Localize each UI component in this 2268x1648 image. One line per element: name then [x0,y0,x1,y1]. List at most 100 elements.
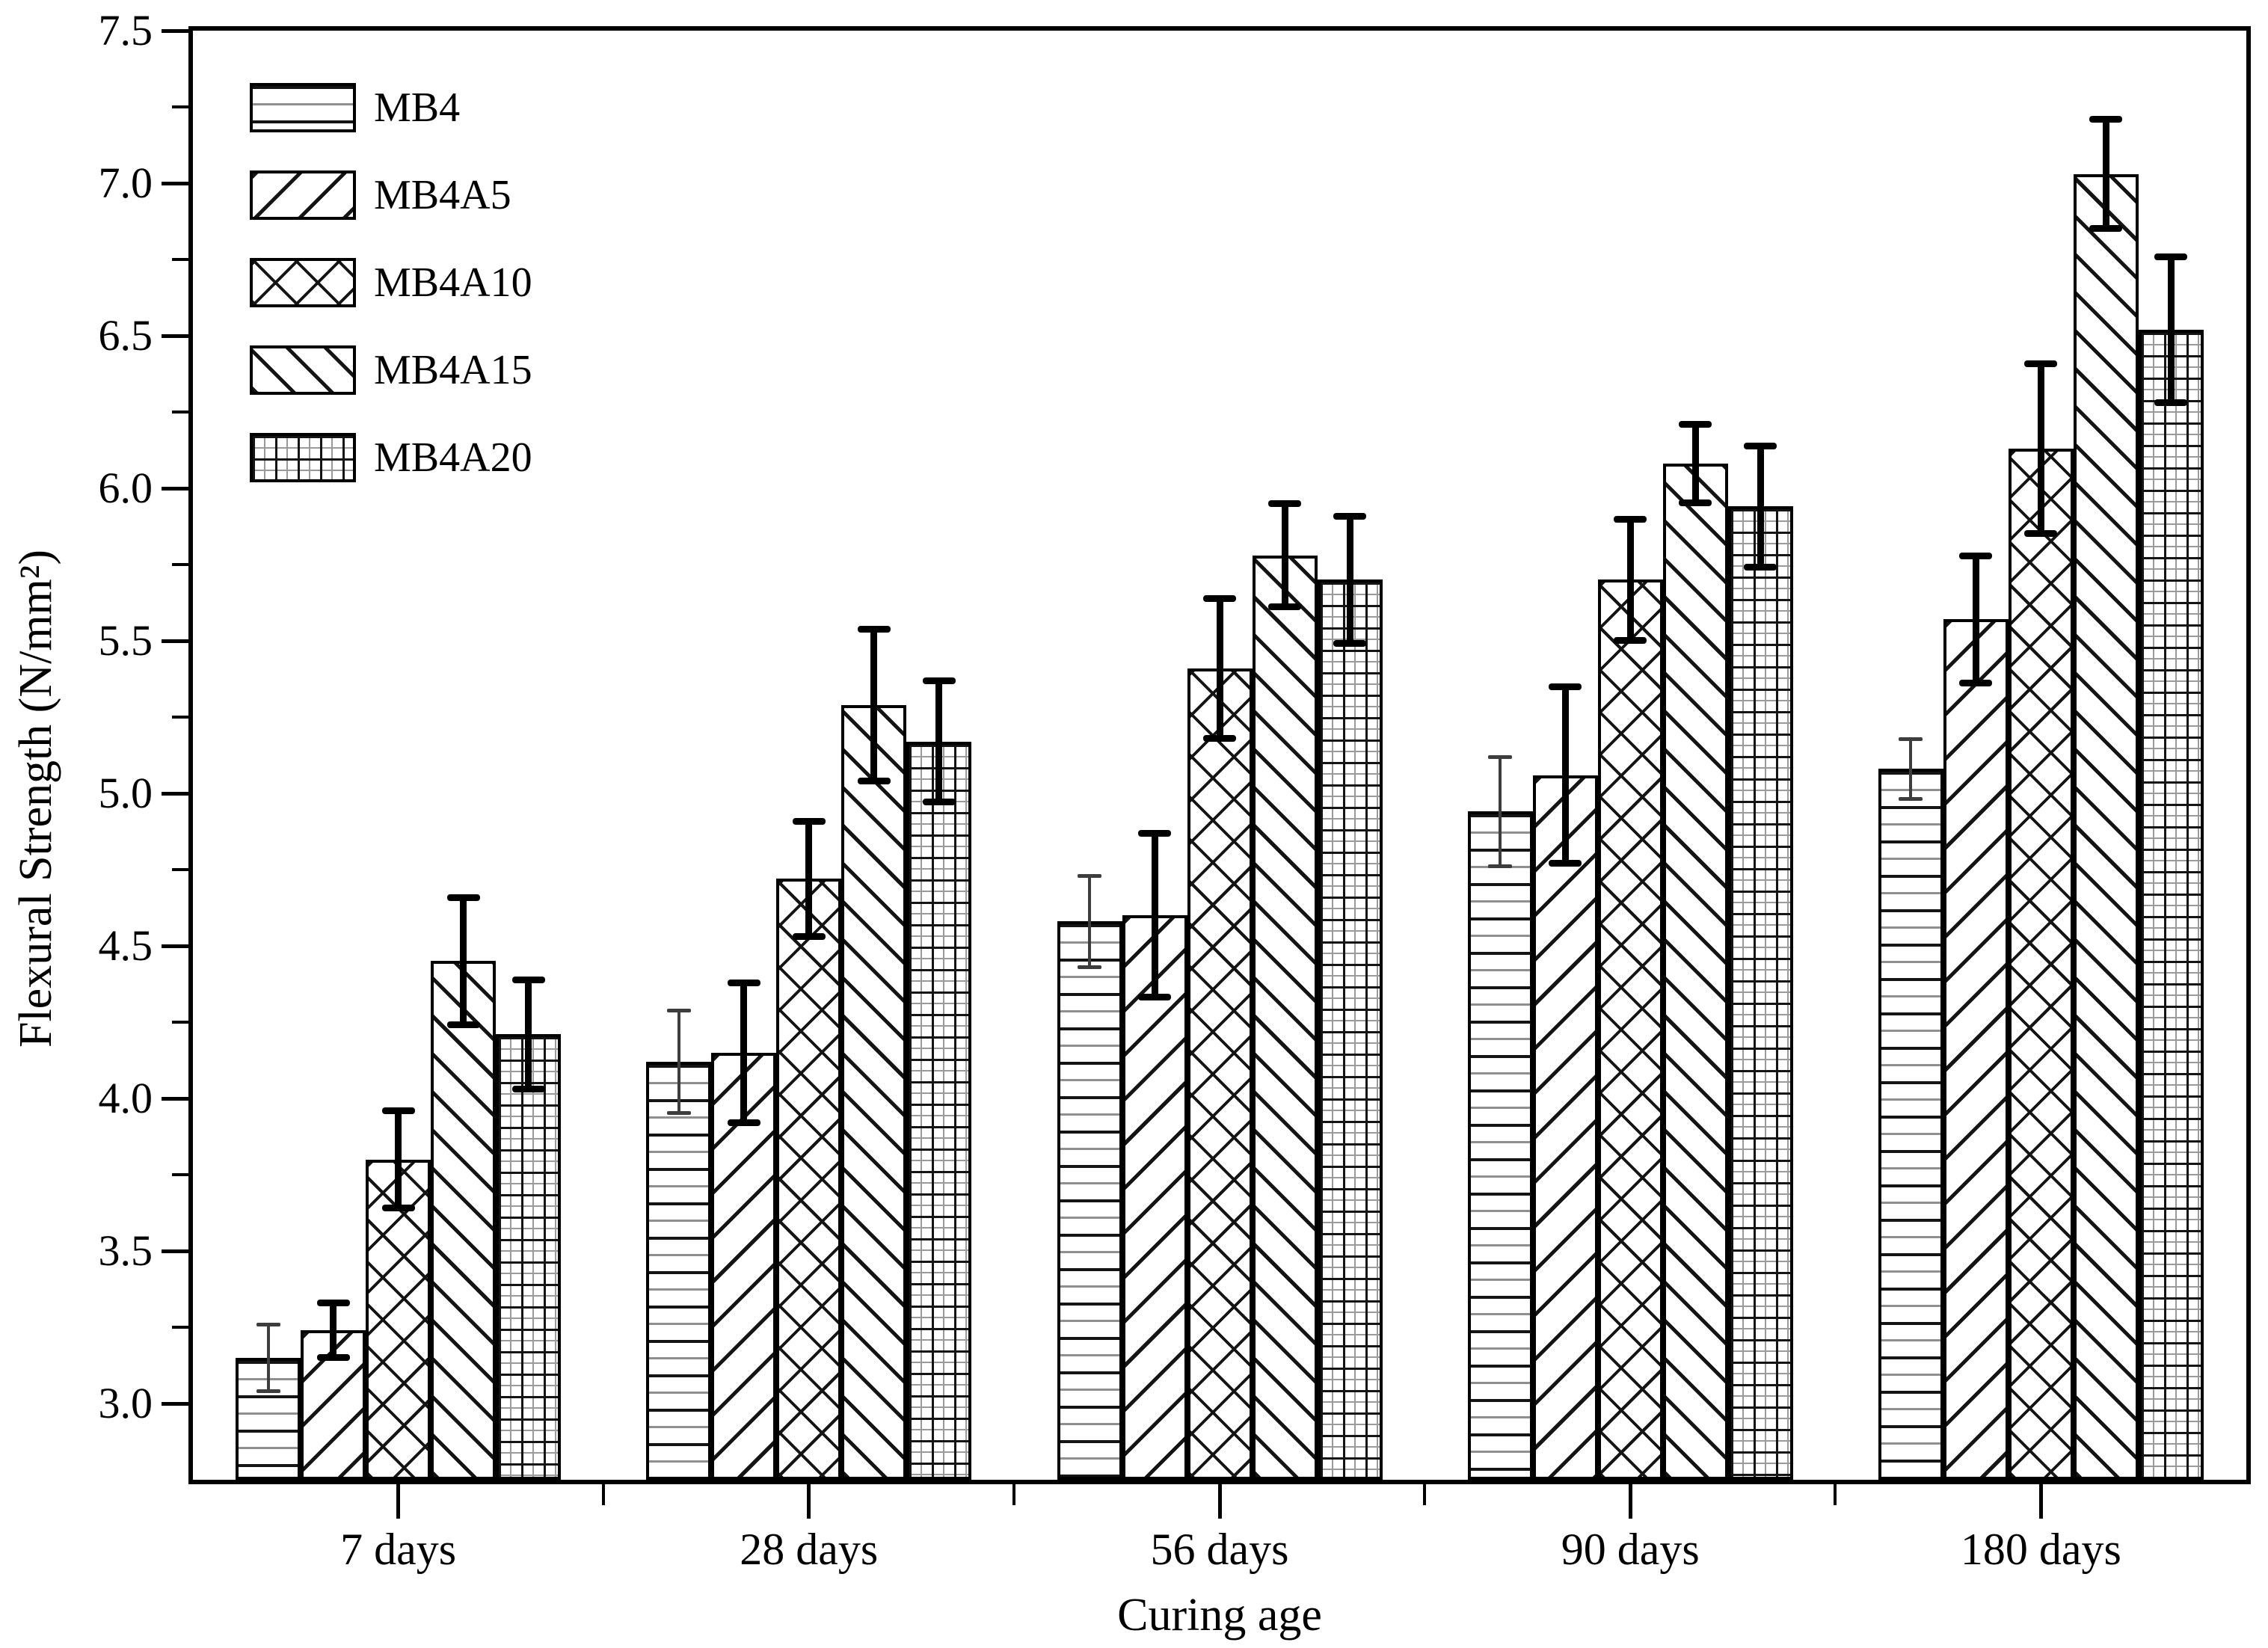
error-bar-top-cap [922,677,956,685]
y-minor-tick-7.25 [172,105,188,108]
x-major-tick-28-days [807,1484,811,1519]
error-bar-MB4-180-days [1899,737,1923,802]
error-bar-MB4A15-90-days [1679,421,1712,507]
error-bar-MB4A20-56-days [1333,512,1366,648]
error-bar-top-cap [1333,512,1366,520]
error-bar-bottom-cap [1744,564,1777,571]
error-bar-top-cap [381,1107,415,1115]
error-bar-top-cap [2154,253,2188,260]
error-bar-MB4A20-180-days [2154,253,2188,406]
y-minor-tick-5.25 [172,716,188,719]
bar-MB4A15-28-days [841,704,907,1480]
x-major-tick-90-days [1628,1484,1632,1519]
y-major-tick-6.0 [162,486,188,491]
bar-MB4A20-56-days [1317,579,1383,1480]
error-bar-bottom-cap [2089,225,2123,233]
error-bar-top-cap [316,1300,350,1307]
y-tick-label-6.5: 6.5 [98,311,153,360]
error-bar-MB4A10-28-days [792,817,826,940]
x-major-tick-180-days [2038,1484,2043,1519]
y-tick-label-4.5: 4.5 [98,921,153,970]
error-bar-bottom-cap [446,1021,480,1029]
legend-item-MB4: MB4 [250,83,532,132]
error-bar-stem [1346,515,1353,645]
error-bar-MB4A5-28-days [727,979,760,1126]
error-bar-stem [1691,424,1699,504]
error-bar-stem [395,1110,402,1208]
error-bar-MB4A20-28-days [922,677,956,806]
legend-item-MB4A20: MB4A20 [250,433,532,482]
x-minor-tick-boundary-4 [1834,1484,1837,1505]
error-bar-stem [935,680,943,803]
error-bar-top-cap [1549,683,1582,691]
y-major-tick-3.0 [162,1401,188,1406]
x-axis-title: Curing age [1117,1590,1322,1641]
error-bar-bottom-cap [511,1085,545,1092]
error-bar-top-cap [1268,500,1301,508]
error-bar-bottom-cap [1333,640,1366,648]
error-bar-MB4A15-7-days [446,894,480,1029]
legend-swatch-MB4A10 [250,258,356,307]
error-bar-top-cap [1899,737,1923,741]
error-bar-top-cap [1078,874,1101,879]
error-bar-MB4A5-56-days [1138,830,1171,1001]
bar-MB4A5-180-days [1943,619,2009,1480]
error-bar-bottom-cap [857,777,891,784]
bar-MB4-56-days [1057,921,1122,1480]
error-bar-bottom-cap [1549,859,1582,867]
y-major-tick-4.0 [162,1096,188,1101]
error-bar-MB4A5-180-days [1959,552,1993,687]
error-bar-stem [1281,503,1288,608]
y-minor-tick-5.75 [172,563,188,566]
error-bar-bottom-cap [1959,680,1993,687]
error-bar-MB4A15-180-days [2089,116,2123,233]
error-bar-stem [1088,876,1091,968]
error-bar-MB4A5-90-days [1549,683,1582,867]
error-bar-bottom-cap [256,1389,280,1393]
bar-MB4A15-90-days [1662,464,1728,1480]
error-bar-stem [1499,757,1502,867]
error-bar-MB4A20-7-days [511,976,545,1092]
error-bar-MB4A10-180-days [2024,360,2058,538]
error-bar-bottom-cap [922,799,956,806]
legend-label-MB4A20: MB4A20 [374,434,532,481]
error-bar-stem [1216,597,1223,739]
error-bar-stem [1151,833,1158,998]
error-bar-bottom-cap [316,1353,350,1361]
legend: MB4 MB4A5 MB4A10 MB4A15 MB4A20 [250,83,532,482]
x-tick-label-90-days: 90 days [1561,1525,1700,1574]
error-bar-stem [1757,445,1764,568]
y-tick-label-3.0: 3.0 [98,1379,153,1427]
error-bar-stem [266,1323,270,1392]
error-bar-top-cap [2089,116,2123,123]
y-minor-tick-3.75 [172,1173,188,1176]
x-major-tick-56-days [1217,1484,1222,1519]
error-bar-stem [870,628,878,781]
bar-MB4A15-7-days [431,961,497,1480]
x-minor-tick-boundary-2 [1012,1484,1015,1505]
legend-swatch-MB4A20 [250,433,356,482]
error-bar-MB4A10-7-days [381,1107,415,1211]
legend-label-MB4: MB4 [374,84,461,131]
y-tick-label-7.0: 7.0 [98,159,153,207]
error-bar-stem [2102,119,2109,230]
legend-swatch-MB4A5 [250,170,356,220]
bar-MB4A20-28-days [906,741,972,1480]
x-tick-label-180-days: 180 days [1960,1525,2121,1574]
y-tick-label-5.0: 5.0 [98,769,153,817]
legend-swatch-MB4 [250,83,356,132]
y-major-tick-7.0 [162,181,188,185]
error-bar-bottom-cap [1203,734,1236,742]
error-bar-bottom-cap [1268,603,1301,611]
y-major-tick-4.5 [162,944,188,948]
error-bar-top-cap [857,625,891,633]
y-major-tick-5.0 [162,791,188,796]
y-minor-tick-4.25 [172,1021,188,1024]
bar-MB4A20-90-days [1727,506,1793,1480]
x-tick-label-56-days: 56 days [1150,1525,1289,1574]
x-minor-tick-boundary-1 [601,1484,605,1505]
error-bar-MB4A10-56-days [1203,594,1236,742]
y-minor-tick-6.25 [172,411,188,413]
error-bar-MB4A10-90-days [1614,515,1647,644]
legend-item-MB4A15: MB4A15 [250,345,532,395]
